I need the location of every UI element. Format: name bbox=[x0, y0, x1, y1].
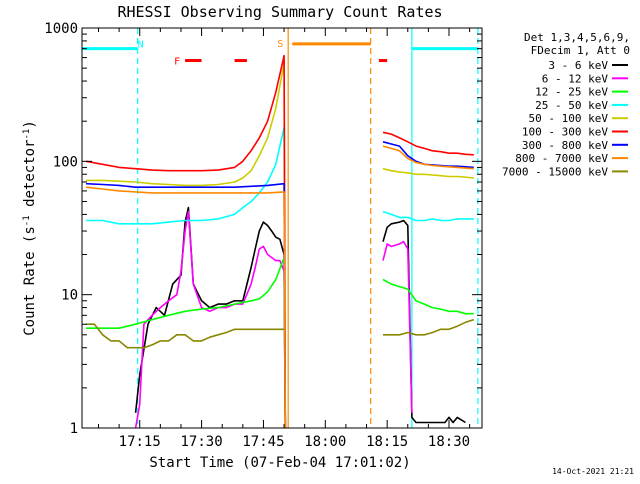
series-line-1 bbox=[134, 210, 413, 429]
legend: Det 1,3,4,5,6,9,FDecim 1, Att 0 3 - 6 keV… bbox=[502, 31, 630, 178]
chart-title: RHESSI Observing Summary Count Rates bbox=[117, 3, 442, 21]
footer-timestamp: 14-Oct-2021 21:21 bbox=[552, 467, 634, 476]
vertical-lines bbox=[137, 28, 479, 428]
series-line-0 bbox=[134, 206, 466, 429]
legend-entry-label: 7000 - 15000 keV bbox=[502, 165, 608, 178]
legend-entry-label: 25 - 50 keV bbox=[535, 99, 608, 112]
x-axis: 17:15 17:30 17:45 18:00 18:15 18:30 bbox=[97, 28, 471, 450]
y-axis-label: Count Rate (s-1 detector-1) bbox=[22, 120, 38, 336]
series-line-7 bbox=[86, 145, 474, 429]
x-tick-label: 17:15 bbox=[119, 434, 161, 450]
y-axis-label-part: ) bbox=[22, 120, 38, 128]
plot-frame bbox=[81, 27, 483, 429]
observing-flags: N F S bbox=[82, 39, 478, 68]
y-tick-label: 1 bbox=[70, 421, 78, 437]
legend-entry-label: 300 - 800 keV bbox=[522, 139, 608, 152]
y-tick-label: 100 bbox=[53, 154, 78, 170]
y-tick-label: 10 bbox=[61, 288, 78, 304]
legend-entry-label: 800 - 7000 keV bbox=[515, 152, 608, 165]
legend-header: FDecim 1, Att 0 bbox=[531, 44, 630, 57]
legend-entry-label: 100 - 300 keV bbox=[522, 126, 608, 139]
series-line-5 bbox=[85, 54, 474, 429]
x-tick-label: 18:15 bbox=[366, 434, 408, 450]
series-line-2 bbox=[86, 256, 474, 429]
y-axis-label-part: -1 bbox=[22, 215, 32, 226]
legend-entry-label: 50 - 100 keV bbox=[529, 112, 609, 125]
legend-entry-label: 3 - 6 keV bbox=[548, 59, 608, 72]
series-line-3 bbox=[86, 126, 474, 429]
y-tick-label: 1000 bbox=[44, 21, 78, 37]
y-axis-label-part: Count Rate (s bbox=[22, 226, 38, 336]
y-axis-label-text: Count Rate (s-1 detector-1) bbox=[22, 120, 38, 336]
y-axis-label-part: -1 bbox=[22, 129, 32, 140]
series-line-4 bbox=[86, 61, 474, 429]
series-line-8 bbox=[86, 318, 475, 349]
x-axis-label: Start Time (07-Feb-04 17:01:02) bbox=[149, 455, 410, 471]
legend-entry-label: 12 - 25 keV bbox=[535, 86, 608, 99]
series-lines bbox=[85, 54, 475, 429]
legend-entry-label: 6 - 12 keV bbox=[542, 72, 609, 85]
x-tick-label: 17:45 bbox=[242, 434, 284, 450]
flag-label: S bbox=[277, 39, 283, 50]
x-tick-label: 18:30 bbox=[428, 434, 470, 450]
legend-header: Det 1,3,4,5,6,9, bbox=[524, 31, 630, 44]
flag-label: F bbox=[174, 57, 180, 68]
x-tick-label: 18:00 bbox=[304, 434, 346, 450]
x-tick-label: 17:30 bbox=[181, 434, 223, 450]
y-axis: 1 10 100 1000 bbox=[44, 21, 482, 437]
flag-label: N bbox=[138, 40, 144, 51]
y-axis-label-part: detector bbox=[22, 140, 38, 216]
